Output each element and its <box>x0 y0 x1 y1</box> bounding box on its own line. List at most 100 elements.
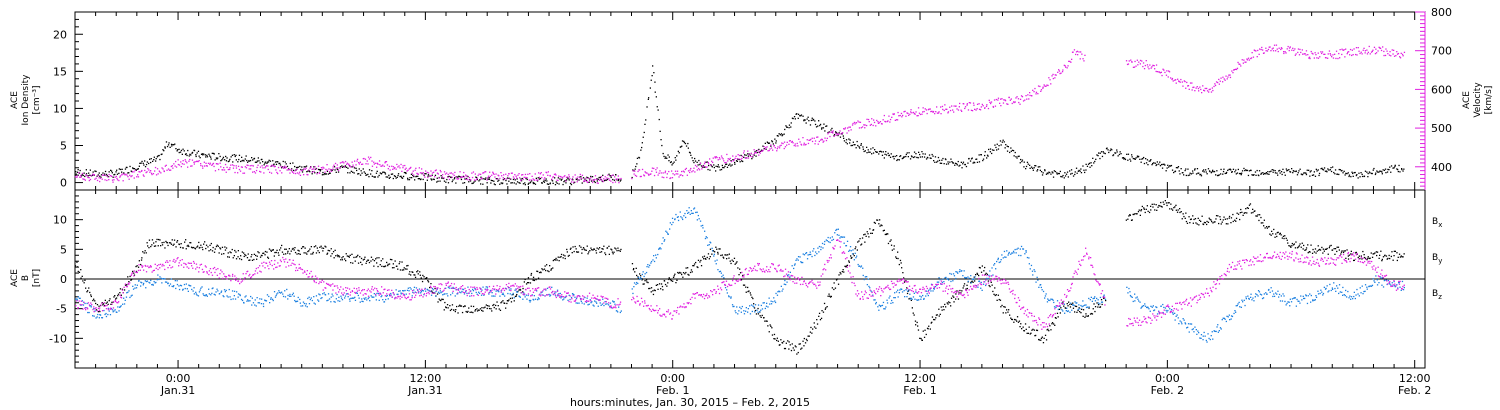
series-velocity-point <box>1188 88 1190 90</box>
series-bx-point <box>789 344 791 346</box>
series-bx-point <box>599 247 601 249</box>
series-ion-density-point <box>1345 172 1347 174</box>
series-velocity-point <box>138 171 140 173</box>
series-ion-density-point <box>774 138 776 140</box>
series-bx-point <box>1148 211 1151 214</box>
series-velocity-point <box>93 174 95 176</box>
series-by-point <box>347 296 349 298</box>
series-velocity-point <box>1214 83 1216 85</box>
series-ion-density-point <box>1206 173 1208 175</box>
series-velocity-point <box>350 166 352 168</box>
series-bx-point <box>981 265 983 267</box>
series-velocity-point <box>1291 49 1293 51</box>
series-bx-point <box>1185 220 1188 223</box>
series-ion-density-point <box>938 159 941 162</box>
series-velocity-point <box>706 166 708 168</box>
series-bx-point <box>391 259 393 261</box>
series-ion-density-point <box>1320 168 1322 170</box>
series-ion-density-point <box>793 116 796 118</box>
series-bx-point <box>723 257 725 259</box>
series-velocity-point <box>1358 50 1360 52</box>
series-velocity-point <box>1268 46 1270 48</box>
series-bx-point <box>616 250 618 252</box>
series-ion-density-point <box>480 183 482 185</box>
series-ion-density-point <box>1215 174 1217 176</box>
series-velocity-point <box>378 160 381 162</box>
series-ion-density-point <box>860 143 862 145</box>
series-velocity-point <box>1401 53 1404 56</box>
series-bx-point <box>205 244 208 246</box>
series-velocity-point <box>779 145 781 147</box>
y-tick-label-top-left-4: 20 <box>53 28 67 41</box>
series-ion-density-point <box>261 158 263 161</box>
series-bx-point <box>298 250 300 252</box>
series-ion-density-point <box>735 160 738 162</box>
series-ion-density-point <box>110 169 112 171</box>
series-bx-point <box>1016 316 1019 318</box>
series-bx-point <box>1051 322 1054 324</box>
series-by-point <box>97 313 99 316</box>
series-ion-density-point <box>1258 174 1260 177</box>
series-by-point <box>90 305 92 307</box>
series-ion-density-point <box>545 178 547 180</box>
series-ion-density-point <box>394 175 396 178</box>
series-velocity-point <box>733 159 735 161</box>
series-velocity-point <box>936 112 939 114</box>
series-bx-point <box>1294 247 1297 249</box>
series-ion-density-point <box>546 180 548 182</box>
series-velocity-point <box>1003 99 1005 101</box>
series-ion-density-point <box>1064 175 1067 177</box>
series-bx-point <box>739 272 742 274</box>
series-ion-density-point <box>1078 169 1080 172</box>
series-bx-point <box>102 303 105 305</box>
series-bx-point <box>1180 211 1182 213</box>
series-ion-density-point <box>1030 166 1033 168</box>
series-bx-point <box>988 284 990 287</box>
series-bx-point <box>1137 211 1140 213</box>
series-by-point <box>284 290 286 292</box>
series-bx-point <box>716 248 718 250</box>
series-ion-density-point <box>668 156 670 158</box>
series-bx-point <box>218 252 220 254</box>
bottom-left-axis-title-line-2: [nT] <box>32 269 42 287</box>
series-ion-density-point <box>1334 173 1336 175</box>
series-bx-point <box>878 223 880 225</box>
series-bx-point <box>1241 211 1243 213</box>
series-bx-point <box>711 253 713 255</box>
series-bx-point <box>861 243 863 245</box>
series-bx-point <box>1375 251 1377 253</box>
series-ion-density-point <box>454 177 456 179</box>
series-velocity-point <box>552 176 555 178</box>
series-ion-density-point <box>327 173 330 175</box>
series-ion-density-point <box>358 168 360 170</box>
series-velocity-point <box>1335 57 1337 60</box>
series-ion-density-point <box>1085 169 1087 171</box>
series-velocity-point <box>640 175 642 178</box>
series-ion-density-point <box>257 157 259 159</box>
series-bx-point <box>564 255 566 257</box>
series-by-point <box>445 287 447 289</box>
series-velocity-point <box>280 165 282 168</box>
series-ion-density-point <box>238 154 241 156</box>
series-ion-density-point <box>379 172 381 174</box>
series-velocity-point <box>911 112 913 114</box>
series-ion-density-point <box>912 156 915 159</box>
series-velocity-point <box>729 157 731 160</box>
series-velocity-point <box>410 166 412 169</box>
series-ion-density-point <box>754 151 756 153</box>
series-by-point <box>144 280 146 282</box>
series-velocity-point <box>906 112 908 114</box>
series-ion-density-point <box>1121 157 1124 159</box>
series-velocity-point <box>150 172 153 174</box>
series-ion-density-point <box>576 178 578 180</box>
series-ion-density-point <box>807 116 809 118</box>
series-velocity-point <box>1363 47 1365 49</box>
series-bx-point <box>903 277 905 279</box>
series-bx-point <box>481 309 483 312</box>
series-bx-point <box>1076 311 1078 313</box>
series-velocity-point <box>1237 61 1239 64</box>
series-by-point <box>239 294 241 297</box>
series-by-point <box>208 293 210 295</box>
series-velocity-point <box>648 174 650 176</box>
series-bx-point <box>191 247 193 249</box>
